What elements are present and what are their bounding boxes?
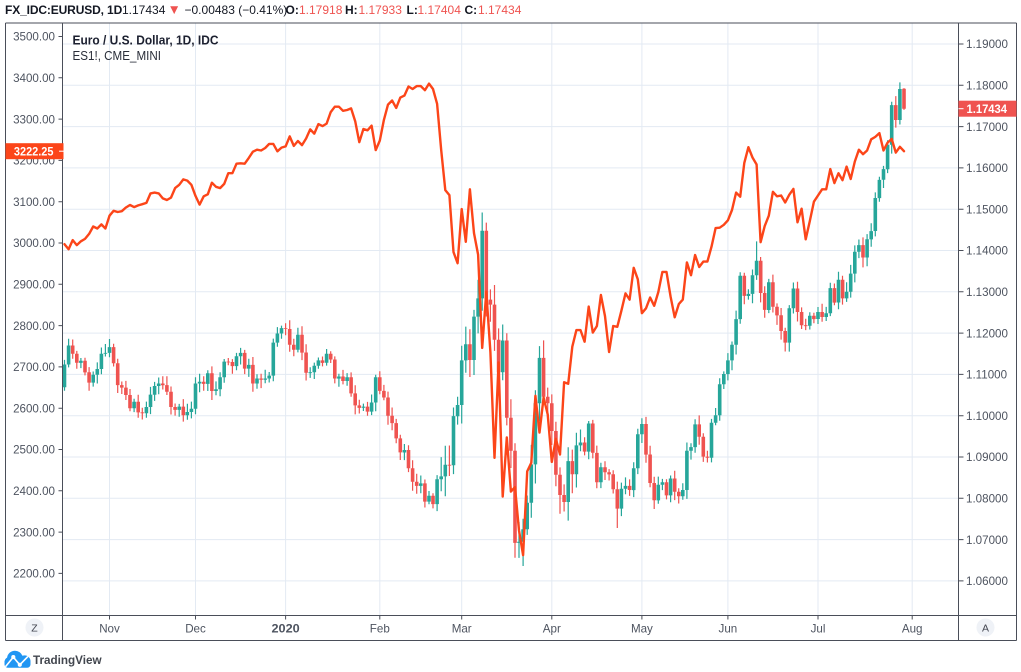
svg-text:1.19000: 1.19000: [966, 38, 1008, 51]
svg-text:1.09000: 1.09000: [966, 451, 1008, 464]
svg-text:1.12000: 1.12000: [966, 327, 1008, 340]
svg-text:1.14000: 1.14000: [966, 245, 1008, 258]
svg-text:2700.00: 2700.00: [13, 361, 55, 374]
svg-text:3222.25: 3222.25: [14, 145, 54, 158]
svg-text:Aug: Aug: [902, 623, 923, 636]
svg-text:1.15000: 1.15000: [966, 203, 1008, 216]
svg-text:3100.00: 3100.00: [13, 196, 55, 209]
svg-text:1.18000: 1.18000: [966, 80, 1008, 93]
svg-text:Dec: Dec: [185, 623, 206, 636]
svg-text:Jun: Jun: [719, 623, 738, 636]
svg-text:ES1!, CME_MINI: ES1!, CME_MINI: [73, 49, 162, 63]
svg-text:1.13000: 1.13000: [966, 286, 1008, 299]
svg-text:TradingView: TradingView: [33, 653, 102, 667]
svg-text:2500.00: 2500.00: [13, 444, 55, 457]
svg-text:May: May: [631, 623, 653, 636]
svg-text:Nov: Nov: [99, 623, 120, 636]
svg-text:2200.00: 2200.00: [13, 568, 55, 581]
svg-text:3400.00: 3400.00: [13, 72, 55, 85]
svg-text:1.16000: 1.16000: [966, 162, 1008, 175]
svg-text:3300.00: 3300.00: [13, 113, 55, 126]
svg-text:1.10000: 1.10000: [966, 410, 1008, 423]
svg-text:3000.00: 3000.00: [13, 237, 55, 250]
svg-text:Jul: Jul: [811, 623, 826, 636]
svg-text:2020: 2020: [272, 623, 300, 636]
svg-text:2300.00: 2300.00: [13, 526, 55, 539]
svg-text:1.08000: 1.08000: [966, 493, 1008, 506]
svg-text:1.17434: 1.17434: [967, 103, 1008, 116]
svg-text:Apr: Apr: [543, 623, 561, 636]
svg-text:2600.00: 2600.00: [13, 402, 55, 415]
svg-text:Euro / U.S. Dollar, 1D, IDC: Euro / U.S. Dollar, 1D, IDC: [73, 34, 219, 48]
svg-text:Z: Z: [31, 622, 38, 634]
svg-text:1.17000: 1.17000: [966, 121, 1008, 134]
svg-text:1.11000: 1.11000: [966, 369, 1007, 382]
svg-text:1.07000: 1.07000: [966, 534, 1008, 547]
svg-text:A: A: [982, 622, 989, 634]
svg-text:2400.00: 2400.00: [13, 485, 55, 498]
svg-text:1.06000: 1.06000: [966, 575, 1008, 588]
svg-text:2800.00: 2800.00: [13, 320, 55, 333]
svg-text:Feb: Feb: [370, 623, 390, 636]
svg-text:2900.00: 2900.00: [13, 279, 55, 292]
svg-text:3500.00: 3500.00: [13, 31, 55, 44]
svg-text:Mar: Mar: [452, 623, 472, 636]
